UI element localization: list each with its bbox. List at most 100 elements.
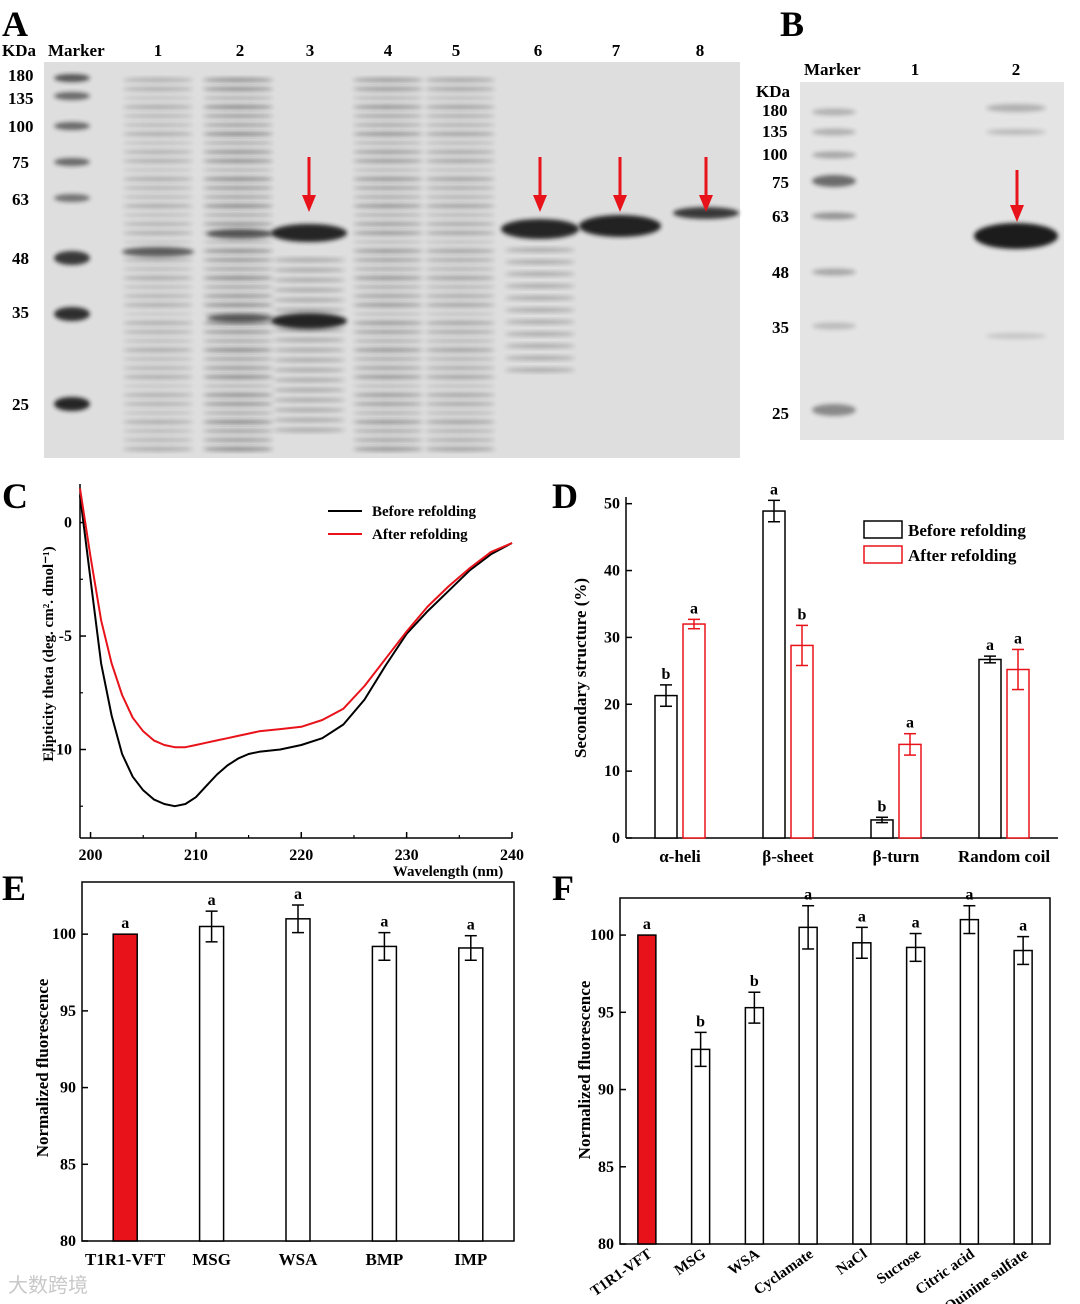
- gel-b-marker-band: [812, 268, 856, 276]
- gel-a-lane-6-label: 6: [534, 41, 543, 60]
- gel-a-marker-label: Marker: [48, 41, 105, 60]
- chart-e: Normalized fluorescence 80 85 90 95 100 a T1R1…: [33, 881, 515, 1269]
- gel-b-lane2-band: [986, 333, 1046, 339]
- chart-f-bar: [959, 918, 980, 1245]
- gel-a-smear-band: [203, 275, 273, 281]
- chart-e-ytick-label: 85: [60, 1156, 76, 1173]
- gel-a-smear-band: [123, 230, 193, 236]
- chart-f-ytick-label: 95: [598, 1004, 614, 1021]
- gel-a-bands: [54, 74, 739, 452]
- gel-a-smear-band: [353, 194, 423, 200]
- gel-a-smear-band: [123, 365, 193, 371]
- gel-a-smear-band: [425, 95, 495, 101]
- gel-a-smear-band: [353, 284, 423, 290]
- gel-b-mw-75: 75: [772, 173, 789, 192]
- chart-f-sig-letter: a: [804, 887, 812, 904]
- gel-a-smear-band: [203, 428, 273, 434]
- gel-a-smear-band: [123, 194, 193, 200]
- gel-a-smear-band: [203, 176, 273, 182]
- gel-a-smear-band: [505, 367, 575, 373]
- chart-d-category-label: α-heli: [659, 847, 701, 866]
- chart-d-bar: [790, 644, 814, 839]
- chart-f-bar: [637, 934, 657, 1245]
- gel-a-smear-band: [353, 221, 423, 227]
- gel-a-marker-band: [54, 307, 90, 321]
- gel-a-lane3-target-band: [271, 224, 347, 242]
- panel-d: D Secondary structure (%) Before refoldi…: [552, 476, 1058, 866]
- chart-c-legend-before: Before refolding: [372, 504, 477, 520]
- gel-a-mw-35: 35: [12, 303, 29, 322]
- gel-b-marker-band: [812, 151, 856, 159]
- gel-a-lane-1-label: 1: [154, 41, 163, 60]
- gel-a-smear-band: [425, 176, 495, 182]
- gel-a-smear-band: [123, 374, 193, 380]
- gel-a-smear-band: [123, 149, 193, 155]
- gel-a-marker-band: [54, 194, 90, 202]
- chart-f-ytick-label: 85: [598, 1159, 614, 1176]
- chart-c-xtick-label: 200: [79, 847, 103, 864]
- chart-f-ytick-label: 80: [598, 1236, 614, 1253]
- gel-a-smear-band: [353, 122, 423, 128]
- gel-a-smear-band: [353, 347, 423, 353]
- panel-label-c: C: [2, 476, 28, 516]
- gel-a-lane-5-label: 5: [452, 41, 461, 60]
- gel-a-smear-band: [425, 113, 495, 119]
- chart-f-sig-letter: b: [696, 1013, 705, 1030]
- gel-a-marker-band: [54, 74, 90, 82]
- gel-a-smear-band: [123, 446, 193, 452]
- gel-a-smear-band: [203, 383, 273, 389]
- gel-a-smear-band: [203, 239, 273, 245]
- chart-c-xtick-label: 220: [289, 847, 313, 864]
- gel-a-smear-band: [203, 329, 273, 335]
- chart-e-ytick-label: 90: [60, 1080, 76, 1097]
- gel-a-smear-band: [123, 392, 193, 398]
- gel-a-smear-band: [203, 392, 273, 398]
- gel-a-smear-band: [123, 293, 193, 299]
- gel-a-smear-band: [123, 140, 193, 146]
- gel-a-smear-band: [123, 221, 193, 227]
- gel-a-smear-band: [353, 302, 423, 308]
- gel-b-lane2-target-band: [974, 223, 1058, 249]
- gel-a-smear-band: [123, 113, 193, 119]
- chart-d-legend-swatch-after: [863, 545, 903, 564]
- gel-b-mw-135: 135: [762, 122, 788, 141]
- gel-a-smear-band: [425, 230, 495, 236]
- gel-a-smear-band: [123, 167, 193, 173]
- chart-e-sig-letter: a: [208, 892, 216, 909]
- gel-a-smear-band: [425, 266, 495, 272]
- chart-c-ytick-label: -10: [51, 742, 72, 759]
- gel-a-smear-band: [123, 239, 193, 245]
- gel-a-smear-band: [123, 383, 193, 389]
- chart-d-ytick-label: 40: [604, 563, 620, 580]
- chart-c-xlabel: Wavelength (nm): [393, 864, 503, 880]
- gel-a-smear-band: [353, 86, 423, 92]
- gel-a-smear-band: [123, 185, 193, 191]
- gel-a-smear-band: [203, 365, 273, 371]
- gel-a-smear-band: [425, 275, 495, 281]
- gel-a-smear-band: [123, 122, 193, 128]
- gel-a-smear-band: [353, 212, 423, 218]
- gel-a-smear-band: [203, 356, 273, 362]
- gel-a-smear-band: [123, 77, 193, 83]
- gel-a-smear-band: [353, 167, 423, 173]
- gel-a-smear-band: [123, 131, 193, 137]
- gel-a-mw-135: 135: [8, 89, 34, 108]
- gel-a-smear-band: [273, 367, 345, 373]
- gel-a-smear-band: [353, 419, 423, 425]
- gel-a-smear-band: [123, 158, 193, 164]
- chart-f-category-label: MSG: [672, 1246, 709, 1279]
- gel-a-smear-band: [273, 417, 345, 423]
- gel-a-smear-band: [123, 410, 193, 416]
- gel-a-smear-band: [353, 293, 423, 299]
- gel-b-unit-label: KDa: [756, 82, 791, 101]
- gel-a-smear-band: [505, 247, 575, 253]
- chart-e-sig-letter: a: [294, 886, 302, 903]
- chart-d-legend-before: Before refolding: [908, 521, 1026, 540]
- gel-a-arrow-lane-3: [302, 157, 316, 212]
- chart-f-bar: [744, 1006, 765, 1245]
- chart-d-sig-letter: b: [798, 606, 807, 623]
- gel-a-smear-band: [505, 343, 575, 349]
- gel-a-smear-band: [123, 302, 193, 308]
- gel-a-smear-band: [123, 95, 193, 101]
- panel-a: A KDa Marker 1 2 3 4 5 6 7 8 180 135 100…: [2, 4, 740, 458]
